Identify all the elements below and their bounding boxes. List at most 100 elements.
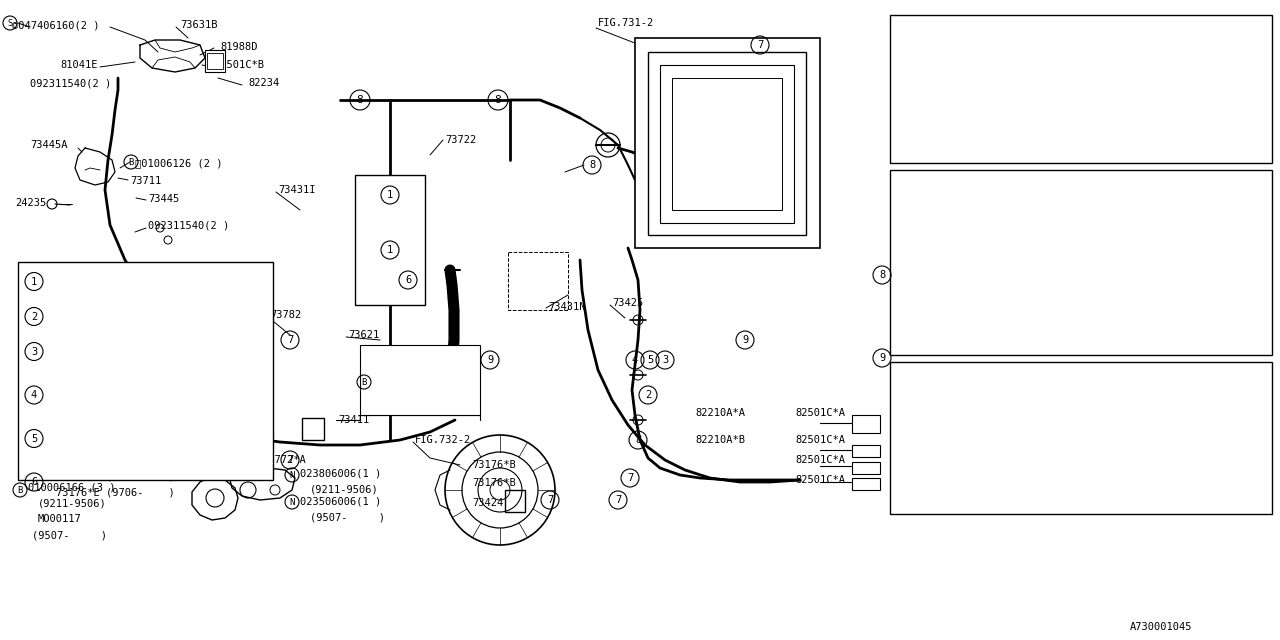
Text: 73424: 73424	[472, 498, 503, 508]
Text: 8: 8	[879, 270, 886, 280]
Text: 73621: 73621	[348, 330, 379, 340]
Text: N: N	[289, 497, 294, 506]
Text: 092311540(2 ): 092311540(2 )	[148, 220, 229, 230]
Text: (9211-9506): (9211-9506)	[38, 498, 106, 508]
Text: ⒲01506250(3 ): ⒲01506250(3 )	[896, 296, 984, 306]
Text: A: A	[310, 422, 316, 435]
Text: 73431N: 73431N	[548, 302, 585, 312]
Text: (9507-     ): (9507- )	[310, 512, 385, 522]
Text: ⒲11308356(4 ): ⒲11308356(4 )	[896, 33, 984, 43]
Text: (9507-9705 ): (9507-9705 )	[896, 89, 984, 99]
Text: (9507-9806 ): (9507-9806 )	[896, 430, 984, 440]
Text: 82234: 82234	[248, 78, 279, 88]
Text: 4: 4	[31, 390, 37, 400]
Text: 3: 3	[31, 346, 37, 356]
Text: 8: 8	[357, 95, 364, 105]
Text: ⒲10006166 (2 ): ⒲10006166 (2 )	[896, 412, 991, 422]
Text: 73722: 73722	[445, 135, 476, 145]
Text: B: B	[128, 157, 133, 166]
Text: 82501C*B: 82501C*B	[214, 60, 264, 70]
Bar	[355, 175, 425, 305]
Text: 82210A*A: 82210A*A	[695, 408, 745, 418]
Text: ⒲11308256(4 ): ⒲11308256(4 )	[896, 71, 984, 81]
Text: 73411: 73411	[338, 415, 369, 425]
Text: 82501C*A: 82501C*A	[795, 435, 845, 445]
Text: 3: 3	[662, 355, 668, 365]
Text: B: B	[361, 378, 366, 387]
Text: A730001045: A730001045	[1130, 622, 1193, 632]
Bar	[207, 53, 223, 69]
Text: 73176*E (9706-    ): 73176*E (9706- )	[56, 487, 175, 497]
Text: 8: 8	[635, 435, 641, 445]
Bar	[506, 490, 525, 512]
Bar	[205, 50, 225, 72]
Text: 7: 7	[287, 455, 293, 465]
Text: 82210A*B: 82210A*B	[695, 435, 745, 445]
Text: (9211-9506 ): (9211-9506 )	[896, 51, 984, 61]
Bar	[852, 478, 881, 490]
Text: (9507-9705 ): (9507-9705 )	[896, 238, 984, 248]
Bar	[360, 345, 480, 415]
Text: 6: 6	[404, 275, 411, 285]
Bar	[890, 170, 1272, 355]
Text: 82501C*A: 82501C*A	[795, 475, 845, 485]
Bar	[635, 38, 820, 248]
Text: 73425: 73425	[612, 298, 644, 308]
Text: ⒲11306256(3 ): ⒲11306256(3 )	[896, 182, 984, 192]
Text: (9211-9506 ): (9211-9506 )	[896, 392, 984, 402]
Text: B: B	[512, 496, 518, 506]
Bar	[660, 65, 794, 223]
Text: (9807-    ): (9807- )	[896, 468, 977, 478]
Text: 73772*A: 73772*A	[262, 455, 306, 465]
Text: 73445A: 73445A	[29, 140, 68, 150]
Text: 73631B: 73631B	[180, 20, 218, 30]
Text: 8: 8	[589, 160, 595, 170]
Text: (9507-9805 ): (9507-9805 )	[362, 362, 433, 372]
Text: 2: 2	[645, 390, 652, 400]
Text: 1: 1	[387, 245, 393, 255]
Bar	[852, 445, 881, 457]
Text: 24235: 24235	[15, 198, 46, 208]
Text: 73483: 73483	[362, 348, 393, 358]
Text: ⒲01406250(3 ): ⒲01406250(3 )	[896, 258, 984, 268]
Text: ⒲11308250(4 ): ⒲11308250(4 )	[896, 109, 984, 119]
Text: 092311540(2 ): 092311540(2 )	[29, 78, 111, 88]
Text: 023506006(1 ): 023506006(1 )	[300, 496, 381, 506]
Text: 010006166 (3 ): 010006166 (3 )	[28, 482, 115, 492]
Text: (9507-     ): (9507- )	[32, 530, 108, 540]
Text: ⒲47406120 (2 ): ⒲47406120 (2 )	[896, 450, 991, 460]
Bar	[18, 262, 273, 480]
Text: (9706-    ): (9706- )	[896, 127, 977, 137]
Text: FIG.732-2: FIG.732-2	[415, 435, 471, 445]
Text: 6: 6	[31, 477, 37, 487]
Text: MO00117: MO00117	[38, 514, 82, 524]
Text: (9211-9506 ): (9211-9506 )	[896, 200, 984, 210]
Text: (9706-9806 ): (9706-9806 )	[896, 276, 984, 286]
Bar	[648, 52, 806, 235]
Text: N: N	[289, 470, 294, 479]
Text: 73176*A (9211-9705): 73176*A (9211-9705)	[56, 471, 175, 481]
Text: 73788: 73788	[56, 310, 87, 319]
Text: 73176*C (9211-9606): 73176*C (9211-9606)	[56, 384, 175, 394]
Bar	[302, 418, 324, 440]
Text: 7: 7	[614, 495, 621, 505]
Text: 5: 5	[31, 433, 37, 444]
Bar	[852, 462, 881, 474]
Text: 73711: 73711	[131, 176, 161, 186]
Text: 023806006(1 ): 023806006(1 )	[300, 468, 381, 478]
Text: 73741: 73741	[215, 455, 246, 465]
Text: 73176*B: 73176*B	[472, 478, 516, 488]
Text: 81988D: 81988D	[220, 42, 257, 52]
Text: 1: 1	[387, 190, 393, 200]
Text: FIG.731-2: FIG.731-2	[598, 18, 654, 28]
Text: 4: 4	[632, 355, 639, 365]
Bar	[890, 362, 1272, 514]
Text: 81041E: 81041E	[60, 60, 97, 70]
Text: (9211-9506): (9211-9506)	[310, 484, 379, 494]
Text: 73176*A: 73176*A	[56, 275, 100, 285]
Text: 73782: 73782	[270, 310, 301, 320]
Text: 047406120: 047406120	[372, 378, 429, 388]
Text: (9807-    ): (9807- )	[372, 392, 436, 402]
Bar	[852, 415, 881, 433]
Text: 9: 9	[742, 335, 748, 345]
